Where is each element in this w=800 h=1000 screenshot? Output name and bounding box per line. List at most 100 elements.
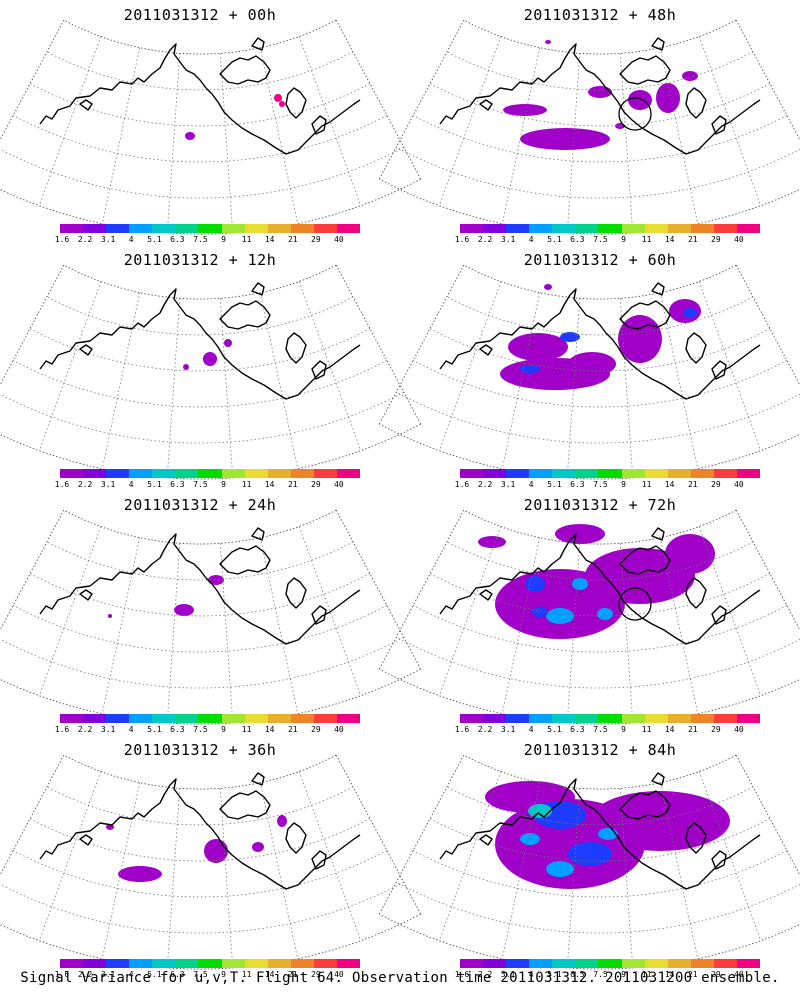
colorbar	[460, 714, 761, 723]
colorbar-swatch	[198, 469, 222, 478]
colorbar-tick-label: 7.5	[593, 970, 608, 979]
colorbar-swatch	[644, 224, 668, 233]
colorbar-tick-label: 21	[687, 725, 698, 734]
colorbar-swatch	[60, 224, 84, 233]
colorbar-tick-label: 6.3	[570, 725, 585, 734]
colorbar-tick-label: 2.2	[77, 725, 93, 734]
variance-field	[500, 284, 701, 390]
colorbar-labels: 1.6 2.2 3.1 4 5.1 6.3 7.5 9 11 14 21 29 40	[455, 235, 760, 245]
colorbar-tick-label: 7.5	[193, 480, 208, 489]
variance-contour	[520, 833, 540, 845]
variance-contour	[528, 804, 552, 818]
variance-contour	[520, 128, 610, 150]
colorbar-swatch	[221, 714, 245, 723]
panel-title: 2011031312 + 60h	[523, 251, 677, 269]
colorbar-swatch	[506, 959, 530, 968]
colorbar-swatch	[129, 714, 153, 723]
colorbar-swatch	[529, 469, 553, 478]
colorbar-tick-label: 6.3	[170, 480, 185, 489]
colorbar-swatch	[736, 469, 761, 478]
colorbar-swatch	[644, 959, 668, 968]
colorbar-labels: 1.6 2.2 3.1 4 5.1 6.3 7.5 9 11 14 21 29 40	[455, 480, 760, 490]
colorbar-tick-label: 21	[287, 970, 298, 979]
variance-contour	[174, 604, 194, 616]
colorbar-swatch	[129, 224, 153, 233]
colorbar-tick-label: 11	[241, 725, 252, 734]
variance-contour	[618, 315, 662, 363]
colorbar-swatch	[313, 469, 337, 478]
colorbar-tick-label: 1.6	[454, 235, 470, 244]
map-frame	[378, 19, 800, 235]
forecast-map	[0, 264, 422, 480]
colorbar-tick-label: 1.6	[454, 970, 470, 979]
colorbar-swatch	[644, 469, 668, 478]
colorbar-swatch	[506, 224, 530, 233]
colorbar-tick-label: 14	[264, 970, 275, 979]
colorbar-tick-label: 6.3	[170, 235, 185, 244]
colorbar-tick-label: 14	[264, 235, 275, 244]
panel-title: 2011031312 + 36h	[123, 741, 277, 759]
graticule	[0, 526, 404, 723]
variance-contour	[503, 104, 547, 116]
colorbar-swatch	[60, 714, 84, 723]
colorbar-swatch	[313, 959, 337, 968]
colorbar-tick-label: 5.1	[147, 970, 162, 979]
colorbar	[60, 959, 361, 968]
variance-contour	[185, 132, 195, 140]
colorbar-tick-label: 3.1	[500, 480, 516, 489]
map-panel: 2011031312 + 48h 1.6 2.2 3.1 4 5.1 6.3 7.5 9 11 14…	[378, 0, 800, 245]
map-panel: 2011031312 + 12h 1.6 2.2 3.1 4 5.1 6.3 7.5 9 11 14…	[0, 245, 422, 490]
colorbar-tick-label: 4	[128, 725, 134, 734]
colorbar-swatch	[83, 469, 107, 478]
observation-circle	[618, 587, 652, 621]
colorbar-tick-label: 6.3	[570, 480, 585, 489]
variance-contour	[478, 536, 506, 548]
variance-contour	[572, 578, 588, 590]
variance-contour	[597, 608, 613, 620]
colorbar-tick-label: 21	[287, 480, 298, 489]
colorbar-swatch	[621, 224, 645, 233]
variance-contour	[108, 614, 112, 618]
colorbar-tick-label: 7.5	[193, 970, 208, 979]
colorbar-tick-label: 14	[264, 480, 275, 489]
panel-title: 2011031312 + 00h	[123, 6, 277, 24]
colorbar-labels: 1.6 2.2 3.1 4 5.1 6.3 7.5 9 11 14 21 29 40	[455, 725, 760, 735]
map-panel: 2011031312 + 36h 1.6 2.2 3.1 4 5.1 6.3 7.5 9 11 14…	[0, 735, 422, 980]
colorbar-labels: 1.6 2.2 3.1 4 5.1 6.3 7.5 9 11 14 21 29 40	[55, 480, 360, 490]
colorbar-tick-label: 11	[641, 970, 652, 979]
colorbar-swatch	[667, 469, 691, 478]
variance-contour	[520, 365, 540, 373]
map-panel: 2011031312 + 24h 1.6 2.2 3.1 4 5.1 6.3 7.5 9 11 14…	[0, 490, 422, 735]
map-frame	[0, 754, 422, 970]
colorbar-tick-label: 11	[641, 235, 652, 244]
map-frame	[0, 264, 422, 480]
colorbar-tick-label: 7.5	[593, 725, 608, 734]
colorbar-tick-label: 9	[621, 235, 626, 244]
colorbar-swatch	[198, 959, 222, 968]
colorbar-tick-label: 21	[287, 235, 298, 244]
panel-title: 2011031312 + 12h	[123, 251, 277, 269]
colorbar-tick-label: 4	[528, 235, 534, 244]
colorbar-tick-label: 5.1	[147, 725, 162, 734]
colorbar-tick-label: 29	[311, 235, 321, 244]
colorbar	[460, 959, 761, 968]
variance-contour	[508, 333, 568, 361]
colorbar-swatch	[267, 224, 291, 233]
colorbar-swatch	[690, 714, 714, 723]
colorbar-swatch	[244, 224, 268, 233]
variance-contour	[682, 71, 698, 81]
variance-field	[485, 781, 730, 889]
colorbar-swatch	[175, 714, 199, 723]
colorbar-swatch	[483, 714, 507, 723]
colorbar-swatch	[690, 469, 714, 478]
variance-contour	[590, 791, 730, 851]
colorbar-swatch	[175, 469, 199, 478]
colorbar-swatch	[690, 959, 714, 968]
colorbar-swatch	[83, 959, 107, 968]
colorbar-tick-label: 14	[664, 235, 675, 244]
colorbar-tick-label: 7.5	[593, 480, 608, 489]
panel-title: 2011031312 + 24h	[123, 496, 277, 514]
variance-field	[185, 94, 285, 140]
colorbar-swatch	[152, 959, 176, 968]
colorbar-swatch	[598, 959, 622, 968]
